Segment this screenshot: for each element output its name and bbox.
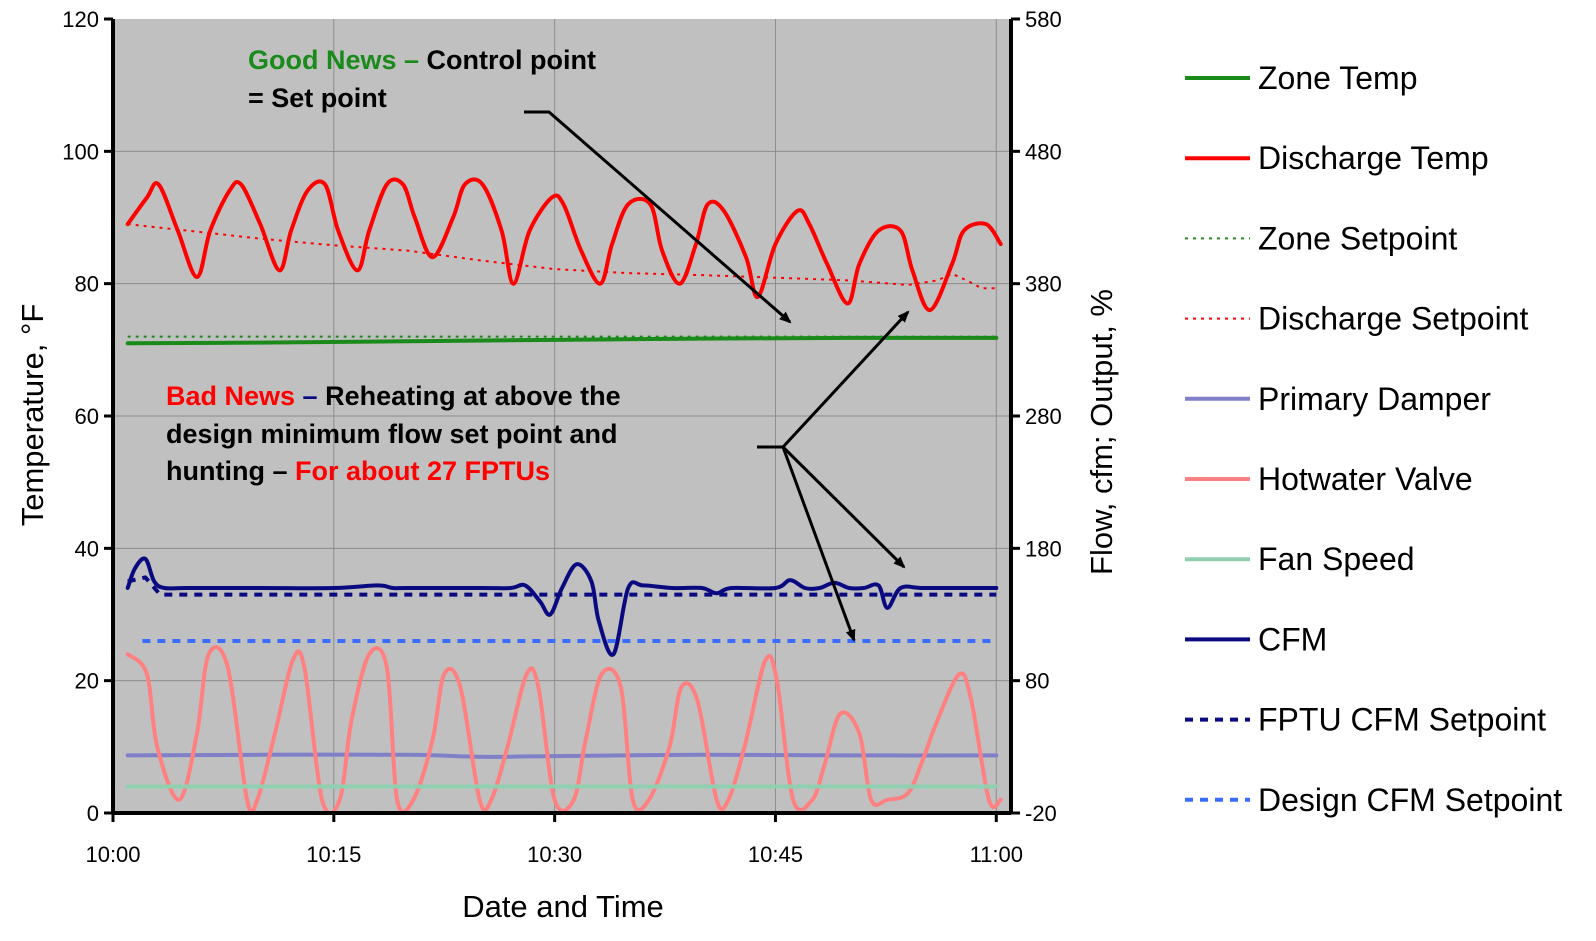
y-tick-label: 80 (75, 272, 99, 297)
annotation-arrows (524, 110, 910, 642)
legend: Zone Temp Discharge Temp Zone Setpoint Disc… (1185, 60, 1562, 818)
y2-tick-label: 280 (1025, 404, 1062, 429)
y2-tick-label: 480 (1025, 139, 1062, 164)
good-news-label: Good News – (248, 45, 419, 75)
x-tick-label: 10:30 (527, 842, 582, 867)
good-news-text: Control point (419, 45, 596, 75)
y2-tick-label: 380 (1025, 272, 1062, 297)
x-tick-label: 11:00 (970, 842, 1023, 867)
y2-tick-label: -20 (1025, 801, 1057, 826)
legend-label-zone-setpoint: Zone Setpoint (1258, 220, 1457, 256)
y-tick-label: 120 (62, 7, 99, 32)
legend-label-fptu-cfm-setpoint: FPTU CFM Setpoint (1258, 702, 1546, 738)
y-tick-label: 0 (87, 801, 99, 826)
legend-label-fan-speed: Fan Speed (1258, 541, 1415, 577)
bad-news-label: Bad News (166, 381, 295, 411)
y-tick-label: 100 (62, 139, 99, 164)
y-tick-label: 40 (75, 536, 99, 561)
good-news-arrow (524, 110, 792, 324)
legend-label-discharge-setpoint: Discharge Setpoint (1258, 301, 1528, 337)
legend-label-discharge-temp: Discharge Temp (1258, 140, 1489, 176)
x-tick-label: 10:15 (306, 842, 361, 867)
y-tick-label: 60 (75, 404, 99, 429)
x-tick-label: 10:45 (748, 842, 803, 867)
series-line-zone-temp (125, 335, 999, 346)
y2-axis-title: Flow, cfm; Output, % (1084, 289, 1119, 575)
bad-news-dash: – (295, 381, 318, 411)
legend-label-cfm: CFM (1258, 621, 1327, 657)
y-tick-label: 20 (75, 669, 99, 694)
legend-label-zone-temp: Zone Temp (1258, 60, 1418, 96)
series-line-cfm (125, 556, 999, 657)
legend-label-hotwater-valve: Hotwater Valve (1258, 461, 1473, 497)
series-line-primary-damper (125, 752, 999, 759)
bad-news-annotation: Bad News – Reheating at above the (166, 381, 621, 411)
good-news-line2: = Set point (248, 83, 387, 113)
legend-label-design-cfm-setpoint: Design CFM Setpoint (1258, 782, 1562, 818)
x-tick-label: 10:00 (85, 842, 140, 867)
bad-news-line3-text: hunting – (166, 456, 287, 486)
bad-news-line3: hunting – For about 27 FPTUs (166, 456, 550, 486)
y2-tick-label: 580 (1025, 7, 1062, 32)
y2-tick-label: 180 (1025, 536, 1062, 561)
bad-news-arrow-design (781, 446, 856, 642)
series-line-discharge-temp (125, 177, 1003, 313)
bad-news-line2: design minimum flow set point and (166, 419, 618, 449)
good-news-annotation: Good News – Control point (248, 45, 596, 75)
bad-news-arrow-discharge (781, 310, 910, 449)
bad-news-arrow-cfm (781, 445, 906, 569)
y-axis-title: Temperature, °F (15, 304, 50, 527)
y2-tick-label: 80 (1025, 669, 1049, 694)
series-line-hotwater-valve (125, 645, 1003, 815)
bad-news-count: For about 27 FPTUs (287, 456, 550, 486)
bad-news-text: Reheating at above the (318, 381, 621, 411)
x-axis-title: Date and Time (462, 889, 664, 924)
legend-label-primary-damper: Primary Damper (1258, 381, 1491, 417)
